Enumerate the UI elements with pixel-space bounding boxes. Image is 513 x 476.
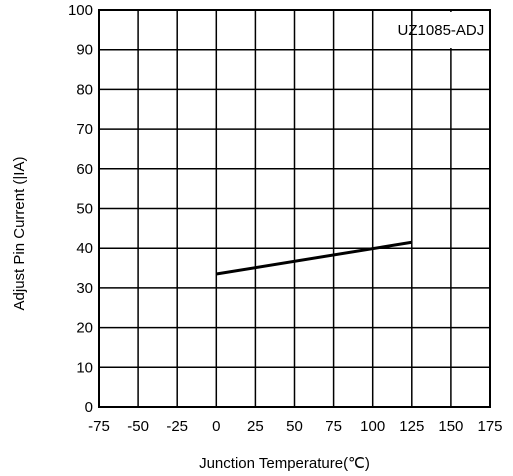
- x-tick-label: 175: [477, 418, 502, 435]
- x-tick-label: 150: [438, 418, 463, 435]
- plot-area-frame: [98, 9, 491, 408]
- y-tick-label: 10: [76, 359, 93, 376]
- x-tick-label: -50: [127, 418, 149, 435]
- y-tick-label: 80: [76, 81, 93, 98]
- x-tick-label: -25: [166, 418, 188, 435]
- x-tick-label: 75: [325, 418, 342, 435]
- y-tick-label: 0: [85, 399, 93, 416]
- y-tick-label: 90: [76, 42, 93, 59]
- series-line: [216, 240, 413, 276]
- x-tick-label: -75: [88, 418, 110, 435]
- series-layer: [216, 240, 413, 276]
- y-axis-label: Adjust Pin Current (|IA): [11, 157, 28, 311]
- grid: [98, 9, 491, 408]
- y-tick-label: 40: [76, 240, 93, 257]
- x-tick-label: 25: [247, 418, 264, 435]
- y-tick-label: 30: [76, 280, 93, 297]
- x-tick-labels: -75 -50 -25 0 25 50 75 100 125 150 175: [88, 418, 502, 435]
- y-tick-label: 20: [76, 320, 93, 337]
- x-tick-label: 100: [360, 418, 385, 435]
- x-tick-label: 0: [212, 418, 220, 435]
- x-tick-label: 125: [399, 418, 424, 435]
- y-tick-labels: 0 10 20 30 40 50 60 70 80 90 100: [68, 2, 93, 416]
- y-tick-label: 70: [76, 121, 93, 138]
- y-tick-label: 60: [76, 161, 93, 178]
- y-tick-label: 50: [76, 201, 93, 218]
- x-tick-label: 50: [286, 418, 303, 435]
- y-tick-label: 100: [68, 2, 93, 19]
- series-annotation-label: UZ1085-ADJ: [398, 22, 485, 39]
- annotation-box: [413, 12, 486, 48]
- x-axis-label: Junction Temperature(℃): [199, 455, 370, 472]
